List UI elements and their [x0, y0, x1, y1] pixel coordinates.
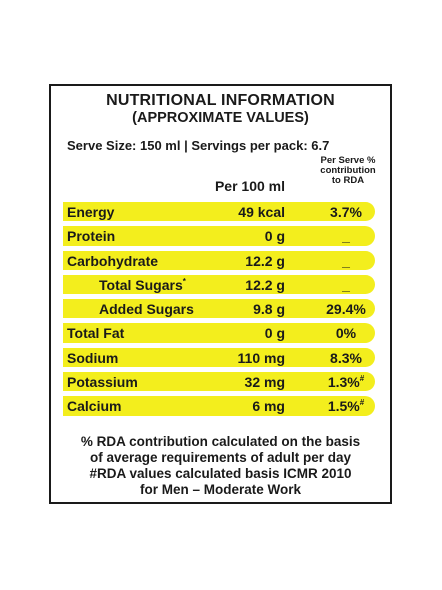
nutrient-row-sodium: Sodium 110 mg 8.3%: [63, 346, 383, 371]
nutrient-rda: 8.3%: [330, 349, 362, 366]
nutrient-rda: _: [342, 252, 350, 269]
column-header-rda-line3: to RDA: [331, 175, 365, 186]
nutrient-rda: 1.5%#: [327, 398, 365, 415]
row-highlight: [63, 274, 375, 295]
column-header-rda-line2: contribution: [320, 165, 376, 176]
row-highlight: [63, 250, 375, 270]
nutrient-row-energy: Energy 49 kcal 3.7%: [63, 200, 383, 225]
row-highlight: [63, 202, 375, 222]
nutrient-name: Sodium: [67, 349, 119, 366]
nutrient-name: Energy: [67, 204, 115, 220]
nutrient-rda: 1.3%#: [327, 374, 365, 391]
nutrient-name: Calcium: [67, 398, 122, 415]
nutrient-name: Potassium: [67, 374, 138, 391]
nutrient-value: 49 kcal: [238, 204, 285, 220]
row-highlight: [63, 299, 375, 319]
nutrient-name: Total Fat: [67, 325, 125, 342]
nutrient-rda: _: [342, 276, 350, 293]
nutrient-value: 0 g: [264, 228, 285, 245]
nutrient-rda: _: [342, 228, 350, 245]
nutrient-row-potassium: Potassium 32 mg 1.3%#: [63, 370, 383, 395]
column-header-per-100ml: Per 100 ml: [214, 178, 286, 194]
nutrient-value: 0 g: [264, 325, 285, 342]
nutrient-row-total-fat: Total Fat 0 g 0%: [63, 321, 383, 346]
row-highlight: [63, 323, 375, 343]
panel-title: NUTRITIONAL INFORMATION: [106, 92, 335, 109]
nutrient-row-carbohydrate: Carbohydrate 12.2 g _: [63, 249, 383, 273]
nutrient-row-protein: Protein 0 g _: [63, 224, 383, 249]
nutrient-value: 12.2 g: [245, 276, 285, 293]
footnote-line4: for Men – Moderate Work: [139, 482, 302, 497]
nutrient-value: 12.2 g: [245, 252, 285, 269]
footnote-line2: of average requirements of adult per day: [89, 450, 352, 465]
nutrient-row-total-sugars: Total Sugars* 12.2 g _: [63, 273, 383, 298]
nutrition-panel: NUTRITIONAL INFORMATION (APPROXIMATE VAL…: [49, 84, 392, 504]
column-header-rda-line1: Per Serve %: [320, 155, 376, 166]
nutrient-value: 32 mg: [244, 374, 285, 391]
nutrient-name: Carbohydrate: [67, 252, 159, 269]
nutrient-name: Total Sugars*: [99, 276, 186, 293]
nutrient-rda: 29.4%: [326, 301, 366, 318]
column-header-rda: Per Serve % contribution to RDA: [309, 156, 387, 186]
row-highlight: [63, 226, 375, 246]
nutrient-row-added-sugars: Added Sugars 9.8 g 29.4%: [63, 297, 383, 322]
footnote: % RDA contribution calculated on the bas…: [59, 434, 382, 498]
nutrient-rda: 0%: [335, 325, 357, 342]
panel-subtitle: (APPROXIMATE VALUES): [132, 110, 309, 126]
serve-info: Serve Size: 150 ml | Servings per pack: …: [67, 138, 330, 153]
nutrient-name: Added Sugars: [99, 301, 194, 318]
row-highlight: [63, 396, 375, 416]
row-highlight: [63, 347, 375, 368]
nutrient-row-calcium: Calcium 6 mg 1.5%#: [63, 394, 383, 419]
nutrient-table: Energy 49 kcal 3.7% Protein 0 g _ Carboh…: [63, 200, 383, 419]
nutrient-value: 9.8 g: [253, 301, 285, 318]
row-highlight: [63, 372, 375, 392]
nutrient-name: Protein: [67, 228, 116, 245]
nutrient-value: 6 mg: [252, 398, 285, 415]
footnote-line3: #RDA values calculated basis ICMR 2010: [89, 466, 352, 481]
nutrient-value: 110 mg: [237, 349, 285, 366]
nutrient-rda: 3.7%: [330, 204, 362, 220]
footnote-line1: % RDA contribution calculated on the bas…: [80, 434, 361, 449]
